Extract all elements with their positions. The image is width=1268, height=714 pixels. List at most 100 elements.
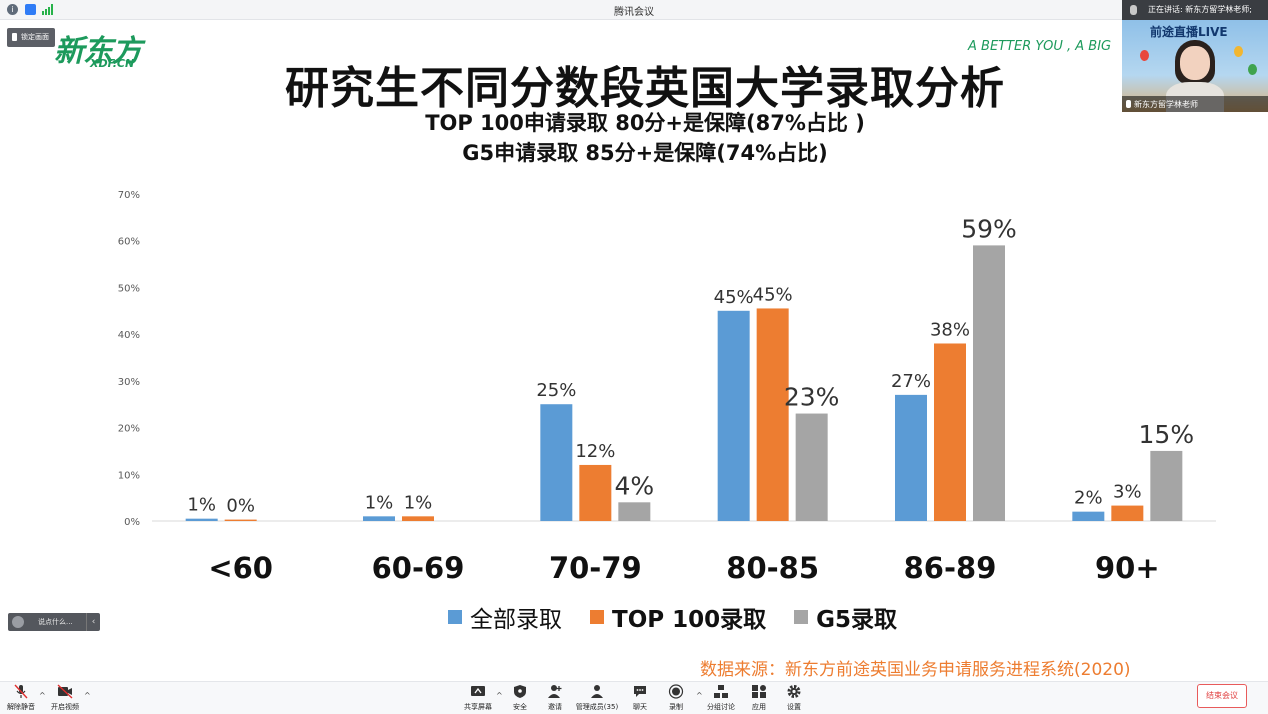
slide-title: 研究生不同分数段英国大学录取分析 (285, 63, 1005, 114)
apps-grid-icon (752, 685, 766, 698)
manage-members-button[interactable]: 管理成员(35) (574, 684, 620, 714)
invite-button[interactable]: 邀请 (540, 684, 570, 714)
bar (934, 343, 966, 521)
security-button[interactable]: 安全 (505, 684, 535, 714)
slide-subtitle-2: G5申请录取 85分+是保障(74%占比) (462, 141, 828, 165)
bar-value-label: 59% (961, 214, 1017, 243)
balloon-decoration (1234, 46, 1243, 57)
breakout-label: 分组讨论 (707, 703, 735, 711)
chevron-up-icon[interactable]: ^ (84, 691, 91, 700)
share-screen-label: 共享屏幕 (464, 703, 492, 711)
chevron-up-icon[interactable]: ^ (39, 691, 46, 700)
legend-swatch-top100 (590, 610, 604, 624)
info-icon[interactable]: i (7, 4, 18, 15)
logo-sub-text: XDF.CN (90, 57, 135, 70)
unmute-button[interactable]: 解除静音 (4, 684, 38, 714)
logo-main-text: 新东方 (54, 34, 142, 69)
slide-subtitle-1: TOP 100申请录取 80分+是保障(87%占比 ) (425, 111, 865, 135)
bar (1111, 505, 1144, 521)
gear-icon (787, 685, 801, 698)
legend-item-top100: TOP 100录取 (590, 600, 766, 634)
speaker-face (1180, 46, 1210, 80)
chevron-left-icon[interactable]: ‹ (86, 613, 100, 631)
bar-value-label: 1% (404, 492, 433, 513)
network-signal-icon[interactable] (42, 4, 54, 15)
invite-label: 邀请 (548, 703, 562, 711)
active-speaker-bar: 正在讲话: 新东方留学林老师; (1122, 0, 1268, 20)
video-name-bar: 新东方留学林老师 (1122, 96, 1268, 112)
bar-value-label: 12% (575, 441, 615, 462)
breakout-button[interactable]: 分组讨论 (704, 684, 738, 714)
bar (540, 404, 573, 521)
x-category-label: <60 (208, 551, 273, 585)
chat-label: 聊天 (633, 703, 647, 711)
record-icon (668, 684, 684, 699)
bar (579, 464, 612, 521)
x-category-label: 60-69 (372, 551, 465, 585)
apps-label: 应用 (752, 703, 766, 711)
microphone-icon (1126, 100, 1131, 108)
x-category-label: 90+ (1095, 551, 1160, 585)
unmute-label: 解除静音 (7, 703, 35, 711)
start-video-label: 开启视频 (51, 703, 79, 711)
bar (402, 516, 434, 521)
title-bar: i 腾讯会议 (0, 0, 1268, 20)
legend-item-all: 全部录取 (448, 600, 562, 634)
balloon-decoration (1248, 64, 1257, 75)
legend-item-g5: G5录取 (794, 600, 897, 634)
meeting-toolbar: 解除静音 ^ 开启视频 ^ 共享屏幕 ^ 安全 (0, 681, 1268, 714)
bar (224, 519, 257, 521)
camera-off-icon (57, 684, 73, 699)
data-source-note: 数据来源：新东方前途英国业务申请服务进程系统(2020) (700, 660, 1131, 680)
bar-value-label: 25% (536, 380, 576, 401)
bar (973, 245, 1005, 521)
bar-value-label: 1% (187, 495, 216, 516)
chat-button[interactable]: 聊天 (625, 684, 655, 714)
chat-bubble-icon (634, 686, 646, 697)
speaker-video-tile[interactable]: 前途直播LIVE 新东方留学林老师 (1122, 20, 1268, 112)
record-label: 录制 (669, 703, 683, 711)
balloon-decoration (1140, 50, 1149, 61)
x-category-label: 80-85 (726, 551, 819, 585)
y-tick-label: 10% (118, 470, 140, 481)
active-speaker-text: 正在讲话: 新东方留学林老师; (1148, 5, 1252, 14)
lock-view-button[interactable]: 锁定画面 (7, 28, 55, 47)
xdf-logo: 新东方 XDF.CN (54, 26, 164, 70)
y-tick-label: 50% (118, 283, 140, 294)
settings-button[interactable]: 设置 (779, 684, 809, 714)
bar (1072, 511, 1105, 521)
bar (795, 413, 828, 521)
apps-button[interactable]: 应用 (744, 684, 774, 714)
bar-value-label: 45% (714, 287, 754, 308)
bar-value-label: 23% (784, 383, 840, 412)
bar-value-label: 0% (226, 496, 255, 517)
start-video-button[interactable]: 开启视频 (48, 684, 82, 714)
window-title: 腾讯会议 (614, 7, 654, 18)
y-tick-label: 60% (118, 237, 140, 248)
shield-icon[interactable] (25, 4, 36, 15)
bar-value-label: 3% (1113, 482, 1142, 503)
y-tick-label: 0% (124, 517, 140, 528)
chat-input[interactable]: 说点什么... ‹ (8, 613, 100, 631)
x-category-label: 70-79 (549, 551, 642, 585)
manage-members-label: 管理成员(35) (575, 703, 619, 711)
bar-value-label: 15% (1139, 420, 1195, 449)
add-user-icon (548, 685, 562, 698)
share-screen-button[interactable]: 共享屏幕 (461, 684, 495, 714)
bar (185, 518, 218, 521)
chart-legend: 全部录取 TOP 100录取 G5录取 (448, 600, 897, 634)
microphone-muted-icon (14, 684, 28, 699)
end-meeting-button[interactable]: 结束会议 (1197, 684, 1247, 708)
chevron-up-icon[interactable]: ^ (696, 691, 703, 700)
live-banner: 前途直播LIVE (1150, 25, 1228, 39)
record-button[interactable]: 录制 (661, 684, 691, 714)
chevron-up-icon[interactable]: ^ (496, 691, 503, 700)
emoji-icon[interactable] (12, 616, 24, 628)
y-tick-label: 70% (118, 190, 140, 201)
y-tick-label: 40% (118, 330, 140, 341)
x-category-label: 86-89 (904, 551, 997, 585)
chat-placeholder: 说点什么... (38, 618, 73, 626)
bar-value-label: 2% (1074, 488, 1103, 509)
